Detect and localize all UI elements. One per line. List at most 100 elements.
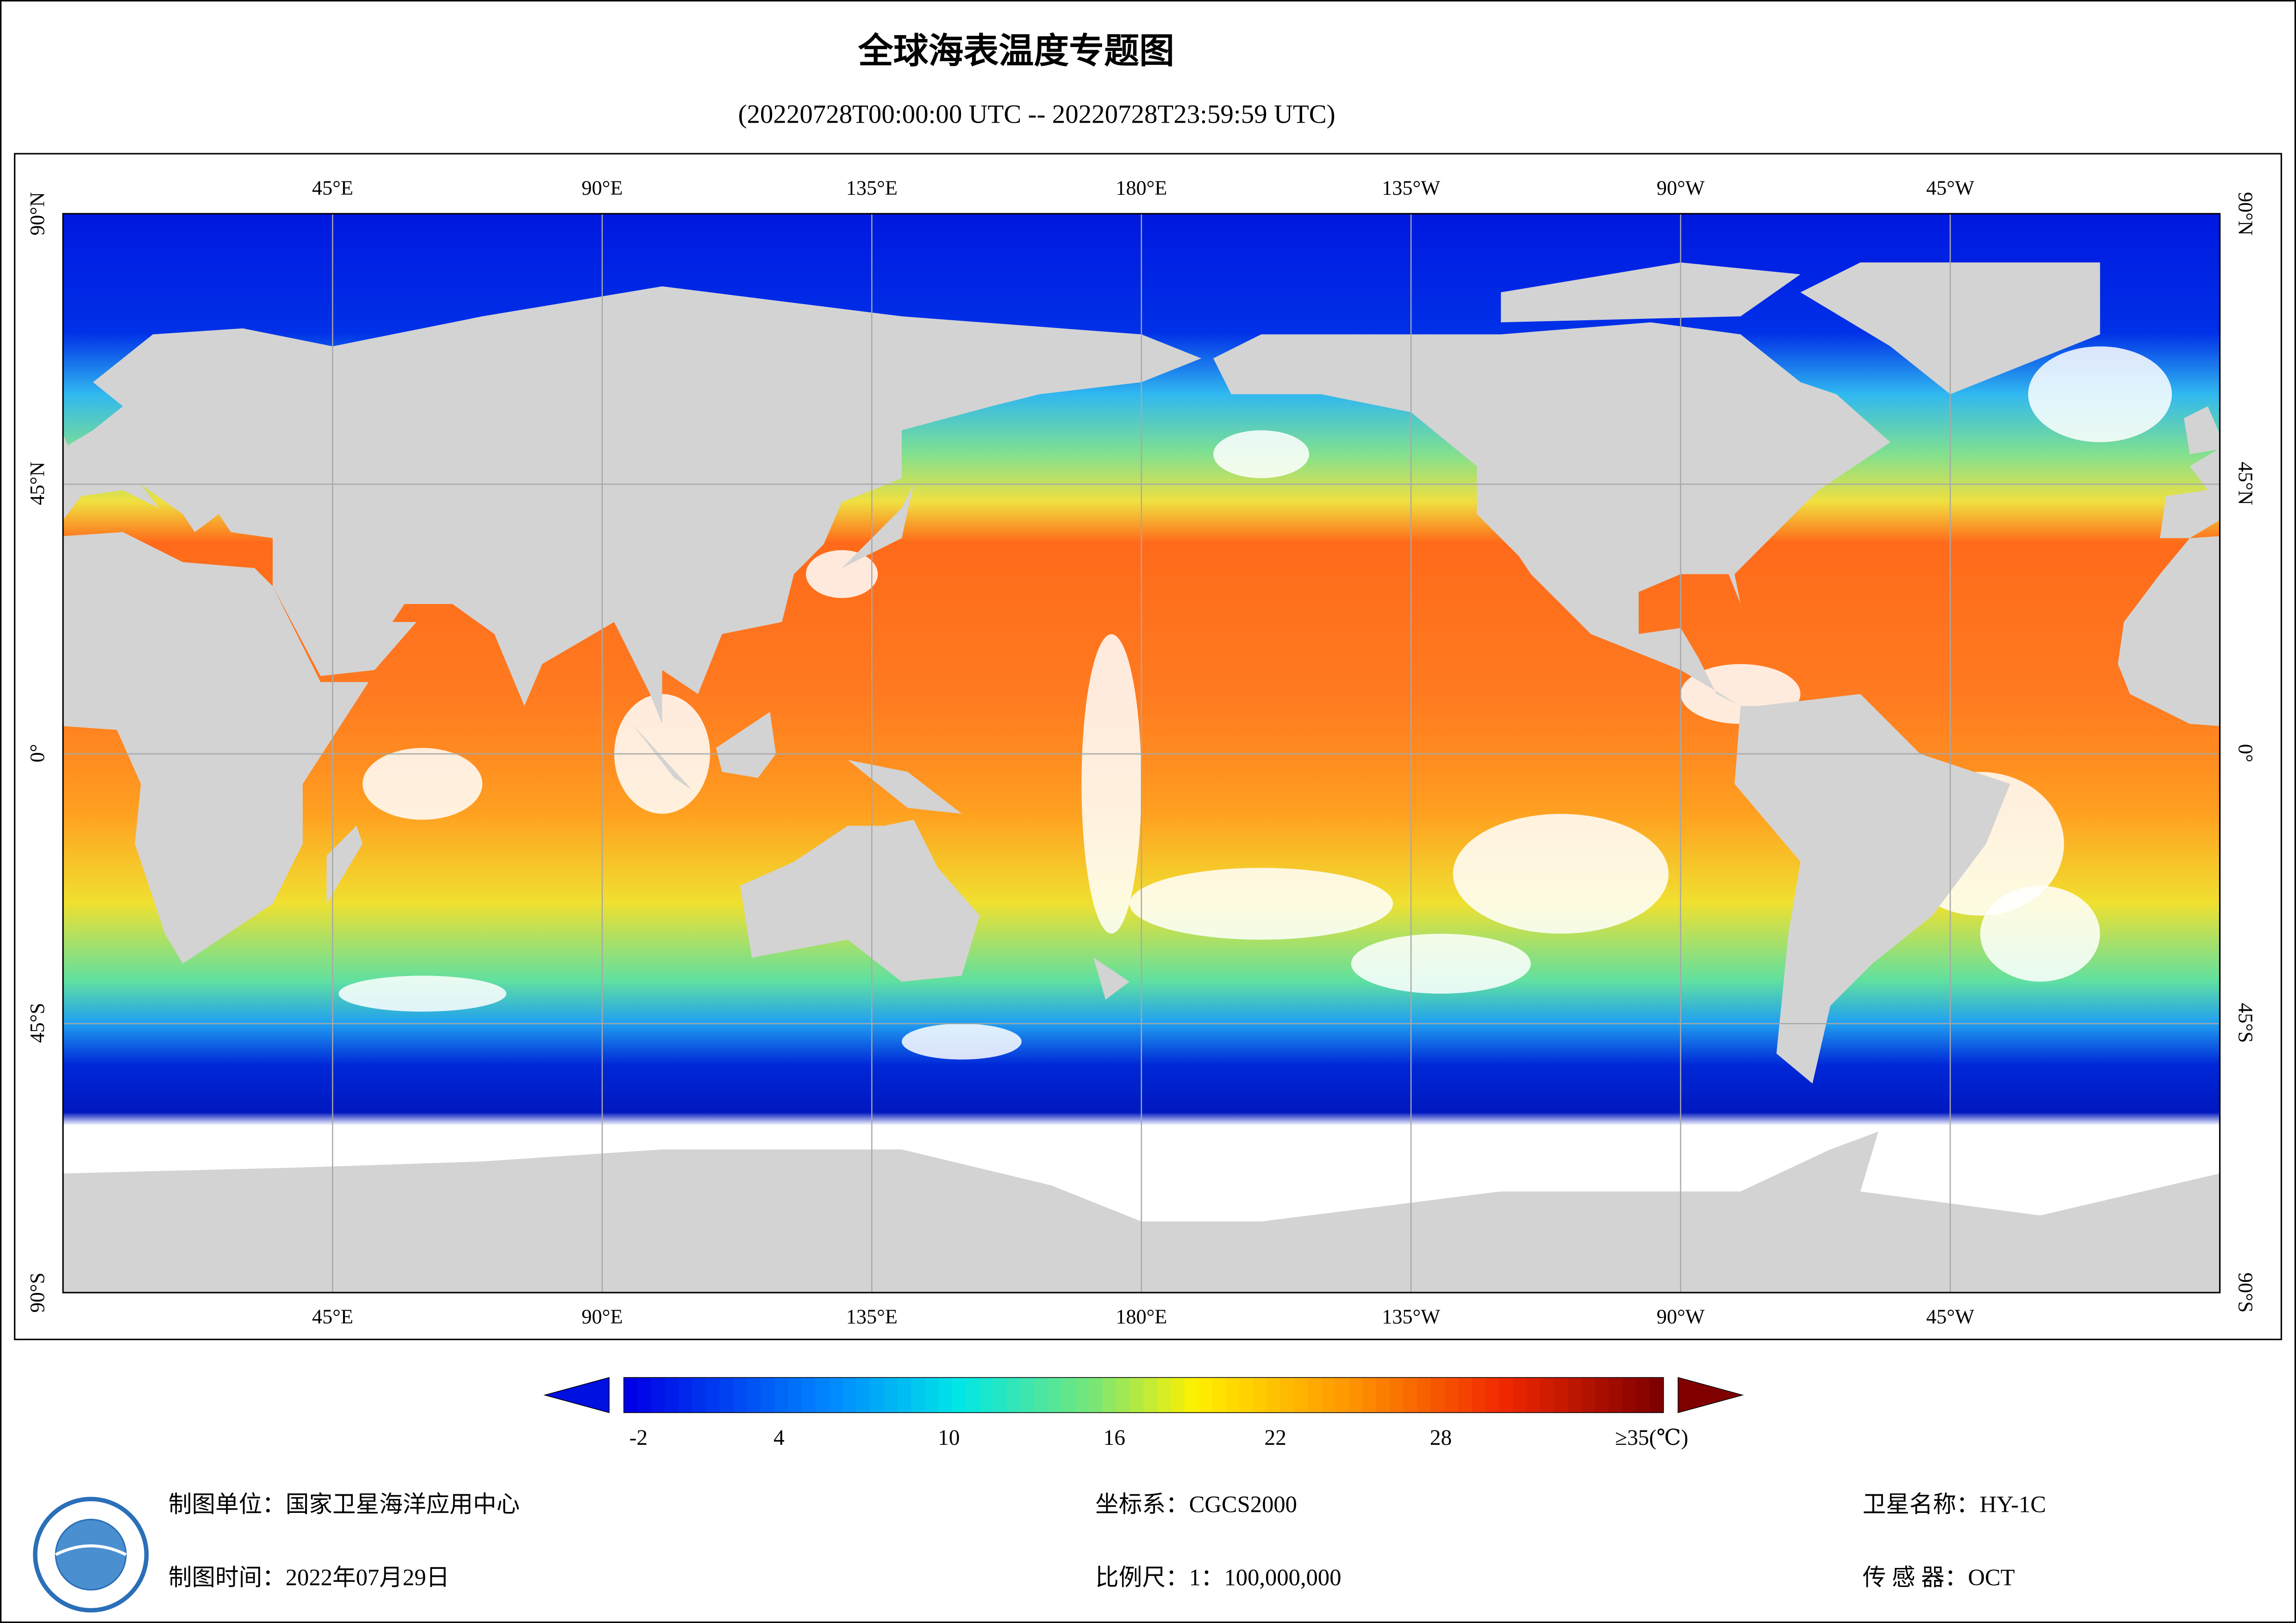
colorbar-step — [665, 1377, 679, 1413]
colorbar-step — [1595, 1377, 1610, 1413]
colorbar-step — [1362, 1377, 1377, 1413]
colorbar-step — [1499, 1377, 1514, 1413]
lat-label-right: 90°N — [2234, 192, 2257, 236]
colorbar-step — [1321, 1377, 1336, 1413]
colorbar-step — [1308, 1377, 1322, 1413]
footer-info: 坐标系：CGCS2000 — [1095, 1492, 1297, 1517]
colorbar-step — [1212, 1377, 1226, 1413]
colorbar-step — [1280, 1377, 1295, 1413]
colorbar-step — [1007, 1377, 1021, 1413]
lon-label-bottom: 90°W — [1657, 1306, 1705, 1328]
subtitle: (20220728T00:00:00 UTC -- 20220728T23:59… — [738, 100, 1335, 129]
colorbar-label: 4 — [774, 1426, 785, 1450]
lat-label-right: 45°S — [2234, 1003, 2257, 1043]
land — [1063, 958, 1129, 1030]
colorbar-step — [1143, 1377, 1158, 1413]
colorbar-step — [1417, 1377, 1432, 1413]
colorbar-step — [747, 1377, 761, 1413]
cloud-gap — [2028, 346, 2172, 442]
colorbar-step — [1444, 1377, 1459, 1413]
lon-label-bottom: 135°W — [1382, 1306, 1440, 1328]
colorbar-step — [1198, 1377, 1213, 1413]
cloud-gap — [1213, 430, 1310, 479]
colorbar-step — [624, 1377, 638, 1413]
title: 全球海表温度专题图 — [858, 31, 1174, 71]
colorbar-step — [692, 1377, 706, 1413]
colorbar-step — [719, 1377, 734, 1413]
colorbar-label: 28 — [1430, 1426, 1452, 1450]
colorbar-step — [788, 1377, 802, 1413]
colorbar-step — [774, 1377, 789, 1413]
lat-label-right: 0° — [2234, 744, 2257, 763]
colorbar-step — [1554, 1377, 1568, 1413]
colorbar-step — [1116, 1377, 1130, 1413]
lat-label-right: 45°N — [2234, 462, 2257, 505]
colorbar-step — [1335, 1377, 1349, 1413]
land — [842, 484, 914, 568]
lon-label-top: 135°E — [846, 177, 898, 199]
colorbar-step — [1431, 1377, 1445, 1413]
land — [1501, 262, 1801, 323]
lat-label-left: 90°S — [26, 1273, 49, 1313]
colorbar-label: 16 — [1104, 1426, 1125, 1450]
colorbar-step — [1390, 1377, 1404, 1413]
colorbar-step — [801, 1377, 816, 1413]
cloud-gap — [806, 550, 878, 598]
colorbar-step — [1458, 1377, 1472, 1413]
colorbar-step — [1075, 1377, 1090, 1413]
cloud-gap — [1453, 814, 1669, 934]
colorbar-step — [856, 1377, 871, 1413]
cloud-gap — [1980, 886, 2100, 982]
colorbar-step — [829, 1377, 843, 1413]
colorbar-step — [651, 1377, 666, 1413]
colorbar-step — [1622, 1377, 1637, 1413]
colorbar-border — [623, 1377, 1664, 1413]
lon-label-bottom: 135°E — [846, 1306, 898, 1328]
footer-info: 比例尺：1：100,000,000 — [1095, 1565, 1341, 1591]
lat-label-left: 45°N — [26, 462, 49, 505]
land — [632, 724, 692, 790]
axis-labels: 45°E 45°E 90°E 90°E 135°E 135°E 180°E 180°E 135°… — [26, 177, 2257, 1328]
lat-label-left: 0° — [26, 744, 49, 763]
lon-label-top: 135°W — [1382, 177, 1440, 199]
colorbar-step — [938, 1377, 953, 1413]
cloud-gap — [338, 976, 506, 1012]
land — [63, 532, 369, 964]
colorbar-step — [1267, 1377, 1281, 1413]
colorbar-step — [1048, 1377, 1062, 1413]
land — [63, 286, 1202, 724]
colorbar-step — [966, 1377, 980, 1413]
colorbar-step — [1061, 1377, 1076, 1413]
colorbar-label: 22 — [1264, 1426, 1286, 1450]
colorbar: -2 4 10 16 22 28 ≥35(℃) — [543, 1377, 1744, 1450]
cloud-gap — [1129, 868, 1393, 940]
lon-label-top: 45°E — [312, 177, 353, 199]
lon-label-bottom: 180°E — [1116, 1306, 1167, 1328]
footer-info: 卫星名称：HY-1C — [1863, 1492, 2046, 1517]
footer: 制图单位：国家卫星海洋应用中心 坐标系：CGCS2000 卫星名称：HY-1C 制图时… — [168, 1492, 2046, 1591]
map-border — [62, 213, 2221, 1293]
colorbar-label: ≥35(℃) — [1615, 1426, 1688, 1450]
logo-wave — [55, 1544, 127, 1556]
colorbar-step — [1089, 1377, 1103, 1413]
lon-label-bottom: 45°W — [1926, 1306, 1974, 1328]
colorbar-step — [1348, 1377, 1363, 1413]
land — [326, 826, 363, 904]
colorbar-step — [1129, 1377, 1144, 1413]
colorbar-step — [733, 1377, 748, 1413]
colorbar-step — [1294, 1377, 1309, 1413]
lon-label-top: 90°E — [581, 177, 623, 199]
land — [716, 712, 776, 778]
lon-label-top: 180°E — [1116, 177, 1167, 199]
lat-label-left: 90°N — [26, 192, 49, 236]
colorbar-step — [1567, 1377, 1582, 1413]
land — [2184, 406, 2220, 454]
land — [2160, 448, 2220, 538]
land — [740, 820, 980, 982]
logo-globe — [55, 1518, 127, 1591]
colorbar-step — [1526, 1377, 1541, 1413]
colorbar-step — [911, 1377, 925, 1413]
footer-info: 制图时间：2022年07月29日 — [168, 1565, 449, 1591]
lat-label-left: 45°S — [26, 1003, 49, 1043]
